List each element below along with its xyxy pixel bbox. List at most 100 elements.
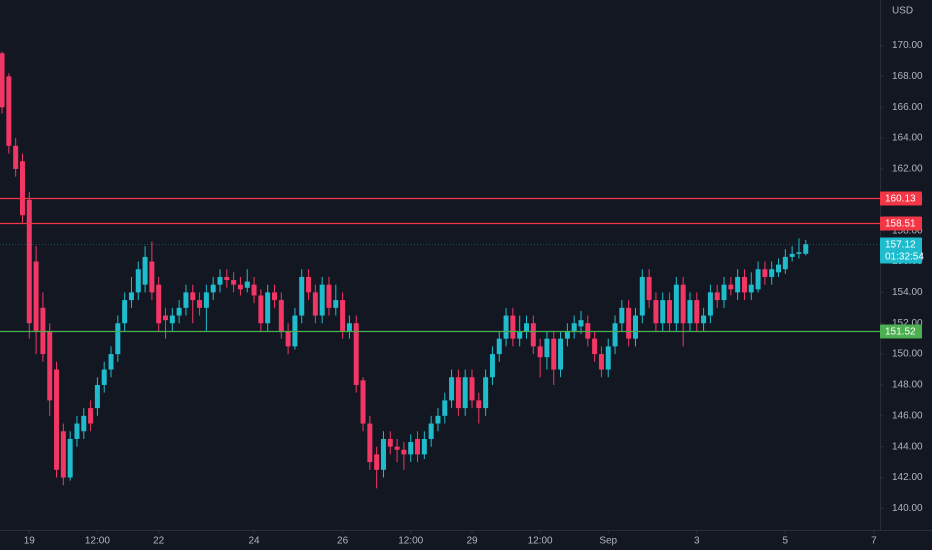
candle-body bbox=[571, 323, 577, 331]
y-tick-label: 158.00 bbox=[892, 225, 923, 236]
candle-body bbox=[544, 338, 550, 358]
candle-body bbox=[60, 431, 66, 478]
candle-body bbox=[408, 442, 414, 455]
candle-body bbox=[728, 284, 734, 290]
candle-body bbox=[701, 315, 707, 324]
candle-body bbox=[156, 284, 162, 324]
countdown-label: 01:32:54 bbox=[885, 252, 924, 263]
candle-body bbox=[632, 315, 638, 339]
candle-body bbox=[163, 315, 169, 321]
candle-body bbox=[707, 292, 713, 316]
candle-body bbox=[776, 264, 782, 273]
candle-body bbox=[285, 330, 291, 347]
candle-body bbox=[169, 315, 175, 324]
candle-body bbox=[667, 300, 673, 324]
candle-body bbox=[312, 292, 318, 316]
candle-body bbox=[598, 354, 604, 370]
candle-body bbox=[803, 244, 809, 254]
candle-body bbox=[762, 269, 768, 277]
candle-body bbox=[135, 269, 141, 293]
candle-body bbox=[714, 292, 720, 301]
candle-body bbox=[251, 284, 257, 296]
candle-body bbox=[210, 284, 216, 293]
candle-body bbox=[564, 330, 570, 339]
x-tick-label: 5 bbox=[783, 536, 789, 547]
candle-body bbox=[217, 276, 223, 285]
x-tick-label: 12:00 bbox=[398, 536, 423, 547]
candle-body bbox=[462, 377, 468, 409]
candle-body bbox=[74, 423, 80, 439]
candle-body bbox=[67, 438, 73, 478]
candle-body bbox=[394, 446, 400, 450]
candle-body bbox=[101, 369, 107, 385]
y-tick-label: 166.00 bbox=[892, 102, 923, 113]
price-line-label: 151.52 bbox=[885, 327, 916, 338]
candle-body bbox=[271, 292, 277, 301]
candle-body bbox=[203, 292, 209, 308]
last-price-label: 157.12 bbox=[885, 240, 916, 251]
candle-body bbox=[353, 323, 359, 385]
candle-body bbox=[360, 380, 366, 424]
x-tick-label: 22 bbox=[153, 536, 165, 547]
candle-body bbox=[237, 284, 243, 290]
y-tick-label: 154.00 bbox=[892, 287, 923, 298]
candle-body bbox=[319, 284, 325, 316]
candle-body bbox=[19, 161, 25, 216]
candle-body bbox=[265, 292, 271, 324]
candle-body bbox=[115, 323, 121, 355]
price-line-label-box bbox=[880, 216, 922, 231]
price-line-label-box bbox=[880, 191, 922, 206]
candle-body bbox=[496, 338, 502, 355]
candle-body bbox=[551, 338, 557, 370]
candle-body bbox=[0, 53, 5, 108]
candle-body bbox=[796, 252, 802, 254]
x-tick-label: 19 bbox=[24, 536, 36, 547]
x-tick-label: 29 bbox=[466, 536, 478, 547]
candle-body bbox=[537, 346, 543, 358]
y-tick-label: 146.00 bbox=[892, 410, 923, 421]
candle-body bbox=[769, 269, 775, 277]
candle-body bbox=[333, 300, 339, 308]
candle-body bbox=[278, 300, 284, 331]
candle-body bbox=[517, 330, 523, 339]
y-tick-label: 148.00 bbox=[892, 380, 923, 391]
candle-body bbox=[33, 261, 39, 331]
y-tick-label: 170.00 bbox=[892, 40, 923, 51]
price-line-label: 160.13 bbox=[885, 194, 916, 205]
candle-body bbox=[694, 300, 700, 324]
y-tick-label: 140.00 bbox=[892, 503, 923, 514]
candle-body bbox=[47, 330, 53, 401]
last-price-label-box bbox=[880, 237, 922, 264]
candle-body bbox=[442, 400, 448, 416]
candle-body bbox=[660, 300, 666, 324]
candle-body bbox=[782, 256, 788, 270]
candle-body bbox=[455, 377, 461, 409]
candle-body bbox=[94, 384, 100, 409]
candle-body bbox=[428, 423, 434, 439]
candle-body bbox=[190, 292, 196, 301]
candle-body bbox=[197, 300, 203, 308]
candle-body bbox=[510, 315, 516, 339]
candle-body bbox=[6, 76, 12, 146]
candle-body bbox=[326, 284, 332, 308]
candle-body bbox=[380, 438, 386, 470]
price-line-label: 158.51 bbox=[885, 219, 916, 230]
candle-body bbox=[142, 256, 148, 285]
candle-body bbox=[592, 338, 598, 355]
candle-body bbox=[367, 423, 373, 463]
candle-body bbox=[122, 300, 128, 324]
candle-body bbox=[435, 415, 441, 424]
candle-body bbox=[489, 354, 495, 378]
x-tick-label: 12:00 bbox=[85, 536, 110, 547]
candle-body bbox=[721, 284, 727, 301]
candle-body bbox=[755, 269, 761, 290]
candle-body bbox=[680, 284, 686, 324]
candle-body bbox=[449, 377, 455, 401]
x-tick-label: 24 bbox=[248, 536, 260, 547]
candle-body bbox=[299, 276, 305, 316]
candle-body bbox=[483, 377, 489, 409]
candle-body bbox=[741, 276, 747, 293]
candle-body bbox=[54, 369, 60, 470]
